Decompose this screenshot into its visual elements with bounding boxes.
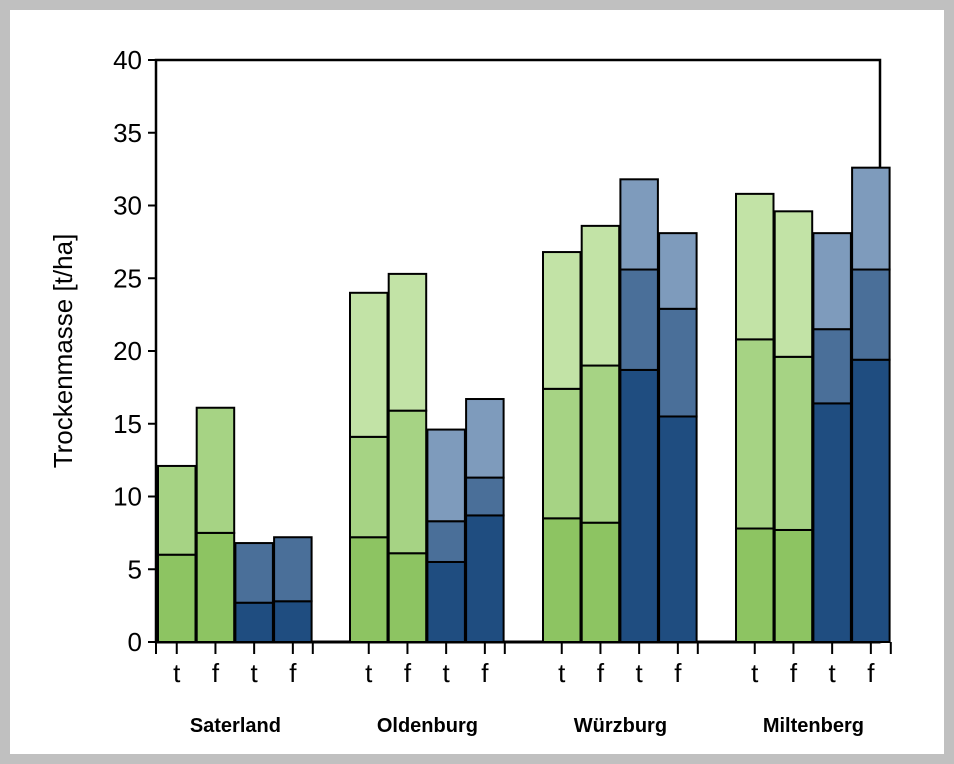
x-group-label: Würzburg bbox=[574, 715, 667, 737]
bar-segment bbox=[735, 192, 775, 341]
bar-segment bbox=[812, 232, 852, 331]
x-sub-label: f bbox=[212, 658, 220, 688]
x-sub-label: t bbox=[443, 658, 451, 688]
bar-segment bbox=[851, 166, 891, 271]
x-sub-label: f bbox=[597, 658, 605, 688]
bar-segment bbox=[773, 355, 814, 531]
x-sub-label: t bbox=[173, 658, 181, 688]
bars bbox=[157, 166, 891, 644]
bar-segment bbox=[195, 531, 236, 643]
bar-segment bbox=[812, 328, 852, 405]
bar-segment bbox=[234, 601, 274, 644]
x-group-label: Oldenburg bbox=[377, 715, 478, 737]
bar-segment bbox=[658, 232, 698, 310]
x-group-label: Saterland bbox=[190, 715, 281, 737]
bar-segment bbox=[580, 224, 621, 367]
y-axis-label: Trockenmasse [t/ha] bbox=[48, 234, 78, 469]
bar-segment bbox=[234, 542, 274, 604]
x-sub-label: f bbox=[481, 658, 489, 688]
y-tick-label: 40 bbox=[113, 45, 142, 75]
bar-segment bbox=[157, 553, 197, 644]
bar-segment bbox=[773, 528, 814, 644]
y-tick-label: 20 bbox=[113, 336, 142, 366]
x-group-label: Miltenberg bbox=[763, 715, 864, 737]
bar-segment bbox=[619, 268, 659, 371]
bar-segment bbox=[426, 428, 466, 523]
bar-segment bbox=[658, 415, 698, 643]
x-sub-label: f bbox=[404, 658, 412, 688]
bar-segment bbox=[195, 406, 236, 534]
x-sub-label: t bbox=[751, 658, 759, 688]
bar-segment bbox=[387, 272, 428, 412]
x-sub-label: t bbox=[365, 658, 373, 688]
bar-segment bbox=[542, 251, 582, 390]
y-tick-label: 10 bbox=[113, 482, 142, 512]
bar-segment bbox=[812, 402, 852, 643]
y-tick-label: 5 bbox=[128, 554, 142, 584]
bar-segment bbox=[851, 358, 891, 643]
x-sub-label: t bbox=[636, 658, 644, 688]
bar-segment bbox=[542, 387, 582, 520]
bar-segment bbox=[273, 536, 313, 603]
x-sub-label: t bbox=[251, 658, 259, 688]
bar-segment bbox=[387, 409, 428, 555]
y-tick-label: 35 bbox=[113, 118, 142, 148]
bar-segment bbox=[349, 291, 389, 438]
bar-segment bbox=[658, 307, 698, 418]
bar-segment bbox=[580, 521, 621, 643]
x-sub-label: f bbox=[790, 658, 798, 688]
bar-segment bbox=[465, 514, 505, 644]
bar-segment bbox=[157, 464, 197, 556]
y-tick-label: 25 bbox=[113, 263, 142, 293]
bar-segment bbox=[580, 364, 621, 524]
x-sub-label: t bbox=[558, 658, 566, 688]
bar-segment bbox=[426, 520, 466, 563]
bar-segment bbox=[619, 368, 659, 643]
bar-segment bbox=[542, 517, 582, 644]
x-sub-label: f bbox=[289, 658, 297, 688]
bar-segment bbox=[465, 476, 505, 517]
y-tick-label: 0 bbox=[128, 627, 142, 657]
bar-segment bbox=[349, 536, 389, 643]
bar-segment bbox=[465, 398, 505, 479]
bar-segment bbox=[851, 268, 891, 361]
bar-segment bbox=[349, 435, 389, 539]
bar-segment bbox=[773, 210, 814, 358]
bar-segment bbox=[387, 552, 428, 643]
bar-segment bbox=[426, 560, 466, 643]
x-sub-label: f bbox=[867, 658, 875, 688]
y-tick-label: 30 bbox=[113, 191, 142, 221]
x-sub-label: t bbox=[829, 658, 837, 688]
bar-segment bbox=[735, 338, 775, 530]
bar-segment bbox=[619, 178, 659, 271]
bar-segment bbox=[735, 527, 775, 644]
x-sub-label: f bbox=[674, 658, 682, 688]
y-tick-label: 15 bbox=[113, 409, 142, 439]
bar-segment bbox=[273, 600, 313, 644]
